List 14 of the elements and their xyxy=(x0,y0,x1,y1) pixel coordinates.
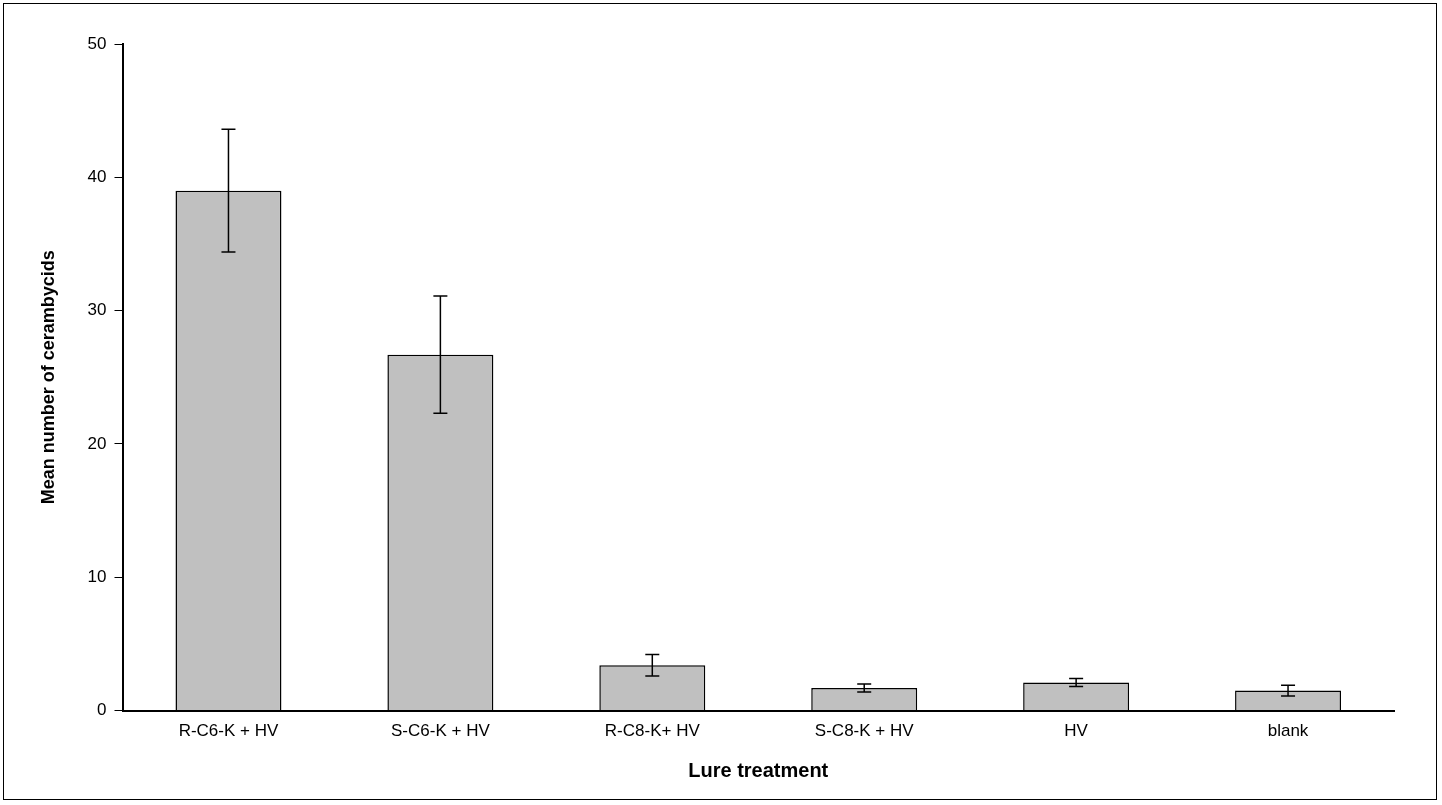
y-tick-label: 10 xyxy=(87,566,107,586)
y-tick-label: 50 xyxy=(87,33,107,53)
x-tick-label: S-C6-K + HV xyxy=(391,721,491,741)
y-tick-label: 30 xyxy=(87,300,107,320)
y-axis-title: Mean number of cerambycids xyxy=(37,250,58,505)
x-axis-title: Lure treatment xyxy=(688,758,829,781)
y-tick-label: 0 xyxy=(97,700,107,720)
x-tick-label: blank xyxy=(1267,721,1309,741)
y-tick-label: 20 xyxy=(87,433,107,453)
x-tick-label: HV xyxy=(1064,721,1089,741)
x-tick-label: S-C8-K + HV xyxy=(814,721,915,741)
x-tick-label: R-C6-K + HV xyxy=(178,721,279,741)
x-tick-label: R-C8-K+ HV xyxy=(604,721,701,741)
y-tick-label: 40 xyxy=(87,167,107,187)
